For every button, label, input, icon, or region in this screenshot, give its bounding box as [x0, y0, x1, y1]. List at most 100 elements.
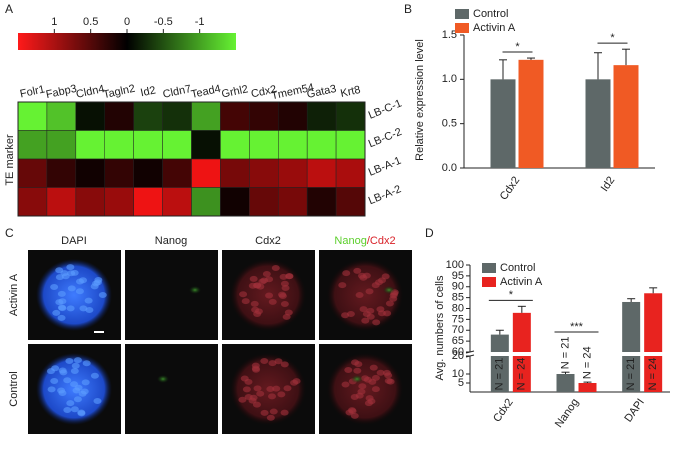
nucleus [66, 400, 75, 407]
nucleus [71, 362, 80, 369]
nucleus [281, 284, 290, 291]
nucleus [341, 381, 350, 388]
panel-label: A [5, 2, 13, 16]
heatmap-cell [75, 158, 106, 188]
nucleus [242, 386, 251, 393]
panel-label: D [425, 226, 434, 240]
nucleus [70, 406, 79, 413]
heatmap-cell [278, 187, 308, 217]
heatmap-cell [306, 158, 337, 188]
column-label: Fabp3 [45, 83, 78, 101]
nucleus [355, 292, 364, 299]
nucleus [280, 300, 289, 307]
y-tick-label: 90 [452, 281, 464, 293]
y-tick-label: 60 [452, 346, 464, 358]
bar-lower [644, 356, 663, 392]
row-label: LB-C-2 [367, 126, 404, 150]
nucleus [274, 358, 283, 365]
nucleus [285, 273, 294, 280]
n-label: N = 21 [559, 336, 571, 369]
nucleus [70, 367, 79, 374]
nucleus [357, 388, 366, 395]
heatmap-cell [220, 130, 250, 160]
heatmap-cell [191, 130, 221, 160]
header-part: /Cdx2 [367, 235, 396, 247]
legend-label: Control [500, 262, 535, 274]
heatmap-cell [249, 101, 279, 131]
colorbar-tick-label: -1 [195, 16, 205, 28]
bar [518, 59, 544, 168]
x-tick-label: Cdx2 [491, 397, 516, 425]
x-tick-label: DAPI [622, 397, 647, 425]
nucleus [359, 306, 368, 313]
heatmap-cell [46, 130, 77, 160]
y-tick-label: 20 [452, 350, 464, 362]
nucleus [253, 385, 262, 392]
bar-upper [644, 293, 663, 352]
y-tick-label: 65 [452, 335, 464, 347]
y-tick-label: 0.0 [442, 162, 457, 174]
nucleus [57, 314, 66, 321]
nucleus [271, 264, 280, 271]
y-tick-label: 95 [452, 270, 464, 282]
nucleus [265, 276, 274, 283]
heatmap-cell [306, 130, 337, 160]
row-header: Control [8, 371, 20, 406]
nucleus [254, 308, 263, 315]
heatmap-cell [104, 130, 134, 160]
nucleus [260, 409, 269, 416]
nucleus [277, 391, 286, 398]
nucleus [344, 367, 353, 374]
nucleus [79, 277, 88, 284]
nucleus [78, 390, 87, 397]
significance-label: *** [570, 321, 584, 333]
nucleus [251, 365, 260, 372]
heatmap-cell [335, 158, 366, 188]
nucleus [94, 276, 103, 283]
column-label: Krt8 [339, 84, 361, 100]
x-tick-label: Id2 [599, 175, 618, 194]
nucleus [240, 375, 249, 382]
heatmap-cell [46, 158, 77, 188]
y-axis-label: Avg. numbers of cells [434, 275, 446, 380]
nucleus [81, 379, 90, 386]
nucleus [57, 290, 66, 297]
nucleus [63, 407, 72, 414]
bar-upper [512, 312, 531, 352]
nucleus [351, 359, 360, 366]
column-label: Cldn7 [162, 83, 193, 101]
bar [490, 79, 516, 168]
nucleus [46, 368, 55, 375]
nucleus [58, 298, 67, 305]
bar-lower [512, 356, 531, 392]
heatmap-cell [220, 187, 250, 217]
bar-lower [622, 356, 641, 392]
nucleus [77, 409, 86, 416]
x-tick-label: Nanog [553, 397, 581, 430]
y-tick-label: 0.5 [442, 118, 457, 130]
nucleus [67, 285, 76, 292]
nucleus [79, 305, 88, 312]
nucleus [338, 282, 347, 289]
legend-label: Activin A [500, 276, 543, 288]
nucleus [272, 385, 281, 392]
nucleus [55, 267, 64, 274]
nucleus [52, 309, 61, 316]
bar [585, 79, 611, 168]
nanog-signal [351, 375, 363, 383]
heatmap-cell [249, 130, 279, 160]
heatmap-cell [306, 187, 337, 217]
nucleus [58, 305, 67, 312]
nucleus [280, 361, 289, 368]
heatmap-cell [335, 187, 366, 217]
y-tick-label: 85 [452, 292, 464, 304]
nucleus [93, 398, 102, 405]
heatmap-cell [335, 101, 366, 131]
nucleus [361, 375, 370, 382]
micrograph [125, 250, 218, 340]
legend-swatch [455, 23, 469, 33]
y-tick-label: 80 [452, 302, 464, 314]
nucleus [59, 369, 68, 376]
bar-lower [556, 374, 575, 392]
